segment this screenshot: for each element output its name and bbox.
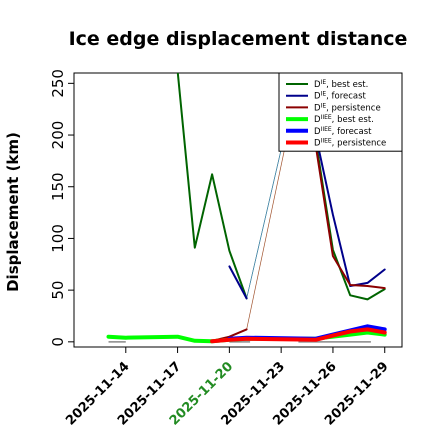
legend-entry: DIIEE, best est. xyxy=(314,114,374,125)
series-5 xyxy=(210,327,387,344)
y-tick-label: 200 xyxy=(49,121,67,150)
legend-entry: DIIEE, forecast xyxy=(314,126,372,137)
legend-box xyxy=(278,72,403,152)
series-line xyxy=(228,265,248,300)
chart-title: Ice edge displacement distance xyxy=(69,28,408,50)
plot-frame xyxy=(73,72,403,348)
y-tick-label: 250 xyxy=(49,69,67,98)
y-tick-label: 100 xyxy=(49,224,67,253)
series-line xyxy=(176,73,248,300)
y-axis-label: Displacement (km) xyxy=(4,132,22,292)
y-tick-label: 0 xyxy=(49,337,67,347)
legend-entry: DIE, persistence xyxy=(314,102,381,113)
legend-entry: DIIEE, persistence xyxy=(314,138,386,149)
legend-entry: DIE, best est. xyxy=(314,79,368,90)
y-axis: 0 50 100 150 200 250 xyxy=(49,69,74,347)
y-tick-label: 150 xyxy=(49,172,67,201)
y-tick-label: 50 xyxy=(49,281,67,300)
x-axis: 2025-11-142025-11-172025-11-202025-11-23… xyxy=(63,347,392,429)
legend-entry: DIE, forecast xyxy=(314,91,367,102)
series-line xyxy=(210,327,387,344)
